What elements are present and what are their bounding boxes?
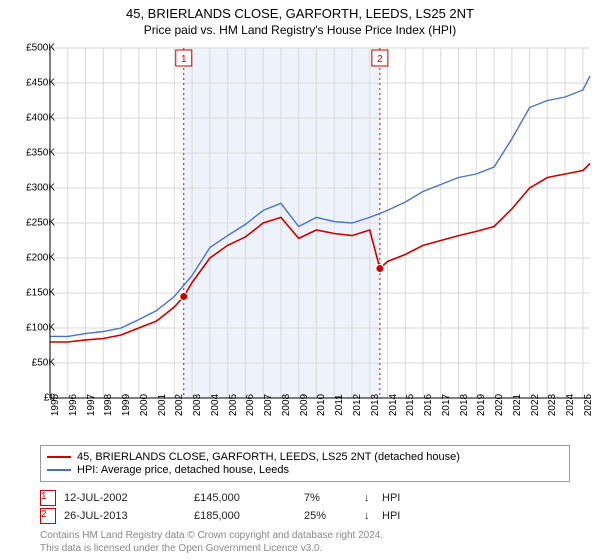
x-tick-label: 2003 [192, 394, 203, 416]
legend-label-property: 45, BRIERLANDS CLOSE, GARFORTH, LEEDS, L… [77, 451, 460, 463]
x-tick-label: 2006 [245, 394, 256, 416]
x-tick-label: 2008 [281, 394, 292, 416]
x-tick-label: 2020 [494, 394, 505, 416]
y-tick-label: £450K [26, 78, 55, 89]
x-tick-label: 2016 [423, 394, 434, 416]
x-tick-label: 2017 [441, 394, 452, 416]
x-tick-label: 2012 [352, 394, 363, 416]
y-tick-label: £50K [32, 358, 55, 369]
x-tick-label: 2009 [299, 394, 310, 416]
sale-date: 12-JUL-2002 [64, 492, 194, 504]
legend-swatch-property [47, 456, 71, 458]
legend-swatch-hpi [47, 469, 71, 471]
footnote: Contains HM Land Registry data © Crown c… [40, 530, 383, 555]
sales-row: 2 26-JUL-2013 £185,000 25% ↓ HPI [40, 508, 422, 524]
legend-label-hpi: HPI: Average price, detached house, Leed… [77, 464, 289, 476]
chart-svg: 12 [50, 48, 590, 398]
sale-date: 26-JUL-2013 [64, 510, 194, 522]
footnote-line1: Contains HM Land Registry data © Crown c… [40, 530, 383, 543]
x-tick-label: 2024 [565, 394, 576, 416]
sale-price: £185,000 [194, 510, 304, 522]
legend-item-property: 45, BRIERLANDS CLOSE, GARFORTH, LEEDS, L… [47, 451, 563, 463]
x-tick-label: 2011 [334, 394, 345, 416]
sale-marker-2: 2 [40, 508, 56, 524]
y-tick-label: £500K [26, 43, 55, 54]
y-tick-label: £350K [26, 148, 55, 159]
x-tick-label: 2010 [316, 394, 327, 416]
x-tick-label: 2013 [370, 394, 381, 416]
x-tick-label: 2014 [388, 394, 399, 416]
plot-area: 12 [50, 48, 590, 398]
x-tick-label: 2004 [210, 394, 221, 416]
footnote-line2: This data is licensed under the Open Gov… [40, 543, 383, 556]
chart-subtitle: Price paid vs. HM Land Registry's House … [0, 21, 600, 43]
y-tick-label: £250K [26, 218, 55, 229]
x-tick-label: 1999 [121, 394, 132, 416]
x-tick-label: 2005 [228, 394, 239, 416]
y-tick-label: £150K [26, 288, 55, 299]
x-tick-label: 1997 [86, 394, 97, 416]
svg-text:1: 1 [181, 54, 187, 65]
x-tick-label: 1995 [50, 394, 61, 416]
y-tick-label: £200K [26, 253, 55, 264]
sale-pct: 7% [304, 492, 364, 504]
sale-hpi-label: HPI [382, 510, 422, 522]
x-tick-label: 2021 [512, 394, 523, 416]
x-tick-label: 1998 [103, 394, 114, 416]
y-tick-label: £100K [26, 323, 55, 334]
svg-text:2: 2 [377, 54, 383, 65]
sale-price: £145,000 [194, 492, 304, 504]
sales-row: 1 12-JUL-2002 £145,000 7% ↓ HPI [40, 490, 422, 506]
x-tick-label: 2001 [157, 394, 168, 416]
x-tick-label: 2015 [405, 394, 416, 416]
x-tick-label: 2023 [547, 394, 558, 416]
x-tick-label: 2022 [530, 394, 541, 416]
sale-marker-1: 1 [40, 490, 56, 506]
x-tick-label: 2007 [263, 394, 274, 416]
y-tick-label: £400K [26, 113, 55, 124]
x-tick-label: 2000 [139, 394, 150, 416]
x-tick-label: 2002 [174, 394, 185, 416]
chart-container: 45, BRIERLANDS CLOSE, GARFORTH, LEEDS, L… [0, 0, 600, 560]
sale-pct: 25% [304, 510, 364, 522]
x-tick-label: 2018 [459, 394, 470, 416]
legend-item-hpi: HPI: Average price, detached house, Leed… [47, 464, 563, 476]
down-arrow-icon: ↓ [364, 492, 382, 504]
x-tick-label: 1996 [68, 394, 79, 416]
sales-table: 1 12-JUL-2002 £145,000 7% ↓ HPI 2 26-JUL… [40, 488, 422, 526]
sale-hpi-label: HPI [382, 492, 422, 504]
legend: 45, BRIERLANDS CLOSE, GARFORTH, LEEDS, L… [40, 445, 570, 482]
x-tick-label: 2019 [476, 394, 487, 416]
chart-title-address: 45, BRIERLANDS CLOSE, GARFORTH, LEEDS, L… [0, 0, 600, 21]
y-tick-label: £300K [26, 183, 55, 194]
x-tick-label: 2025 [583, 394, 594, 416]
down-arrow-icon: ↓ [364, 510, 382, 522]
